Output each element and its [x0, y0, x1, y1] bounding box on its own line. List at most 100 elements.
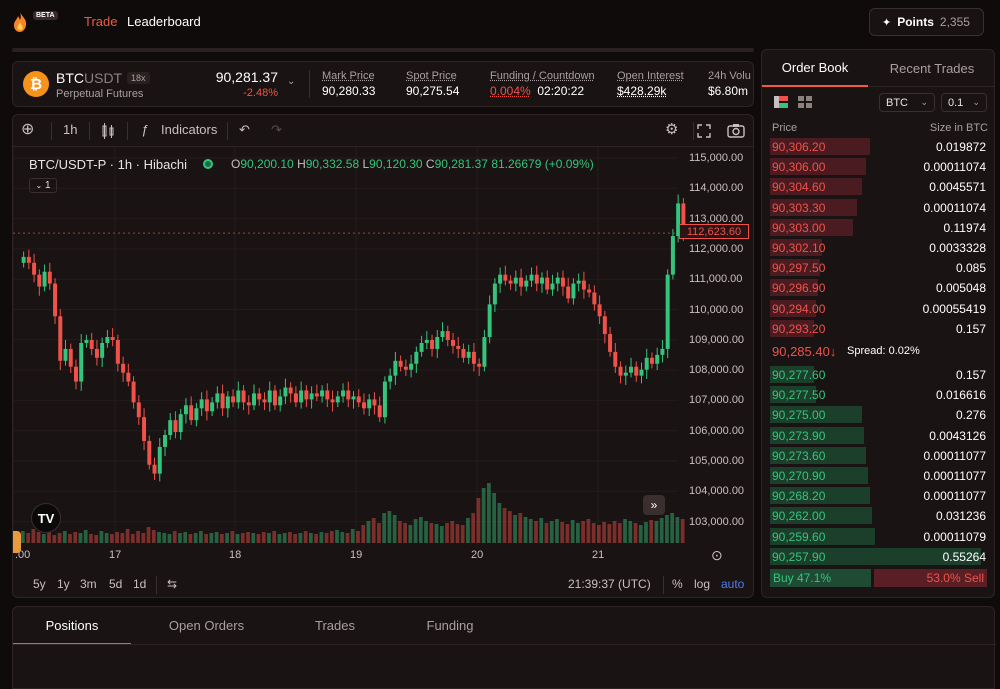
spot-price-label[interactable]: Spot Price [406, 70, 457, 82]
candle-body [152, 464, 157, 474]
scroll-forward-icon[interactable]: » [643, 495, 665, 515]
bid-row[interactable]: 90,262.00 0.031236 [762, 506, 994, 525]
funding-label[interactable]: Funding / Countdown [490, 70, 595, 82]
redo-icon[interactable]: ↷ [271, 122, 282, 137]
volume-bar [429, 523, 434, 543]
tab-order-book[interactable]: Order Book [762, 50, 868, 87]
chart-scroll-handle[interactable] [13, 531, 21, 553]
sparkle-icon: ✦ [882, 16, 892, 29]
order-price: 90,302.10 [772, 241, 826, 255]
candle-body [210, 402, 215, 412]
candle-body [445, 331, 450, 340]
ask-row[interactable]: 90,294.00 0.00055419 [762, 299, 994, 318]
range-5d[interactable]: 5d [109, 577, 123, 591]
ask-row[interactable]: 90,306.00 0.00011074 [762, 157, 994, 176]
ask-row[interactable]: 90,293.20 0.157 [762, 319, 994, 338]
tradingview-logo-icon[interactable]: TV [31, 503, 61, 533]
tab-positions[interactable]: Positions [45, 618, 99, 633]
points-button[interactable]: ✦ Points 2,355 [869, 8, 984, 36]
volume-bar [240, 533, 245, 543]
volume-bar [188, 534, 193, 543]
flame-logo-icon[interactable] [12, 11, 28, 33]
pair-selector[interactable]: BTCUSDT [56, 70, 122, 86]
volume-bar [136, 531, 140, 543]
volume-bar [350, 529, 355, 543]
y-tick-label: 114,000.00 [689, 182, 744, 195]
tab-trades[interactable]: Trades [315, 618, 355, 633]
mark-price-label[interactable]: Mark Price [322, 70, 375, 82]
bid-row[interactable]: 90,270.90 0.00011077 [762, 466, 994, 485]
pair-base: BTC [56, 70, 84, 86]
bid-row[interactable]: 90,259.60 0.00011079 [762, 527, 994, 546]
ohlc-o-label: O [231, 157, 241, 171]
candle-body [142, 417, 147, 441]
ask-row[interactable]: 90,306.20 0.019872 [762, 137, 994, 156]
add-plus-icon[interactable]: ⊕ [21, 121, 35, 138]
ask-row[interactable]: 90,303.30 0.00011074 [762, 198, 994, 217]
volume-bar [507, 511, 512, 543]
fullscreen-icon[interactable] [697, 124, 711, 138]
time-settings-icon[interactable]: ⊙ [711, 547, 723, 563]
bid-row[interactable]: 90,268.20 0.00011077 [762, 486, 994, 505]
date-range-icon[interactable]: ⇆ [167, 577, 178, 591]
candles-icon[interactable] [101, 123, 115, 139]
candle-body [430, 340, 435, 349]
camera-icon[interactable] [727, 123, 745, 138]
percent-scale-toggle[interactable]: % [672, 577, 683, 591]
bid-row[interactable]: 90,277.50 0.016616 [762, 385, 994, 404]
candle-body [576, 280, 581, 284]
volume-bar [246, 532, 250, 543]
ask-row[interactable]: 90,297.50 0.085 [762, 258, 994, 277]
book-grid-icon[interactable] [798, 96, 812, 108]
volume-bar [670, 513, 675, 543]
volume-bar [261, 532, 266, 543]
nav-leaderboard[interactable]: Leaderboard [127, 14, 201, 29]
ask-row[interactable]: 90,304.60 0.0045571 [762, 177, 994, 196]
log-scale-toggle[interactable]: log [694, 577, 711, 591]
settings-gear-icon[interactable]: ⚙ [665, 121, 679, 138]
bid-row[interactable]: 90,277.60 0.157 [762, 365, 994, 384]
indicators-button[interactable]: Indicators [161, 122, 218, 137]
order-size: 0.019872 [935, 140, 986, 154]
bid-row[interactable]: 90,257.90 0.55264 [762, 547, 994, 566]
chevron-down-icon[interactable]: ⌄ [287, 76, 296, 87]
candle-body [262, 399, 267, 403]
candlestick-chart[interactable] [13, 147, 754, 543]
asset-select[interactable]: BTC ⌄ [879, 93, 935, 112]
nav-trade[interactable]: Trade [84, 14, 118, 29]
ask-row[interactable]: 90,296.90 0.005048 [762, 278, 994, 297]
tab-open-orders[interactable]: Open Orders [168, 618, 245, 633]
tab-funding[interactable]: Funding [426, 618, 474, 633]
volume-bar [596, 525, 601, 543]
tab-recent-trades[interactable]: Recent Trades [868, 50, 994, 87]
range-3m[interactable]: 3m [80, 577, 97, 591]
tick-size-select[interactable]: 0.1 ⌄ [941, 93, 987, 112]
funding-rate: 0.004% [490, 84, 531, 98]
ask-row[interactable]: 90,303.00 0.11974 [762, 218, 994, 237]
book-both-sides-icon[interactable] [774, 96, 788, 108]
interval-button[interactable]: 1h [63, 122, 78, 137]
volume-bar [251, 533, 256, 543]
volume-bar [398, 521, 402, 543]
candle-body [168, 420, 173, 436]
candle-body [524, 280, 529, 287]
range-1d[interactable]: 1d [133, 577, 147, 591]
function-icon[interactable]: ƒ [141, 122, 149, 137]
open-interest-label[interactable]: Open Interest [617, 70, 684, 82]
range-1y[interactable]: 1y [57, 577, 70, 591]
legend-collapse-button[interactable]: ⌄ 1 [29, 178, 57, 193]
bid-row[interactable]: 90,273.90 0.0043126 [762, 426, 994, 445]
bid-row[interactable]: 90,273.60 0.00011077 [762, 446, 994, 465]
range-5y[interactable]: 5y [33, 577, 46, 591]
auto-scale-toggle[interactable]: auto [721, 577, 745, 591]
candle-body [361, 402, 366, 409]
order-size: 0.157 [955, 368, 986, 382]
bid-row[interactable]: 90,275.00 0.276 [762, 405, 994, 424]
undo-icon[interactable]: ↶ [239, 122, 250, 137]
candle-body [121, 363, 126, 373]
utc-time[interactable]: 21:39:37 (UTC) [568, 577, 651, 591]
order-size: 0.157 [955, 321, 986, 336]
volume-bar [172, 531, 177, 543]
candle-body [540, 277, 544, 284]
ask-row[interactable]: 90,302.10 0.0033328 [762, 238, 994, 257]
